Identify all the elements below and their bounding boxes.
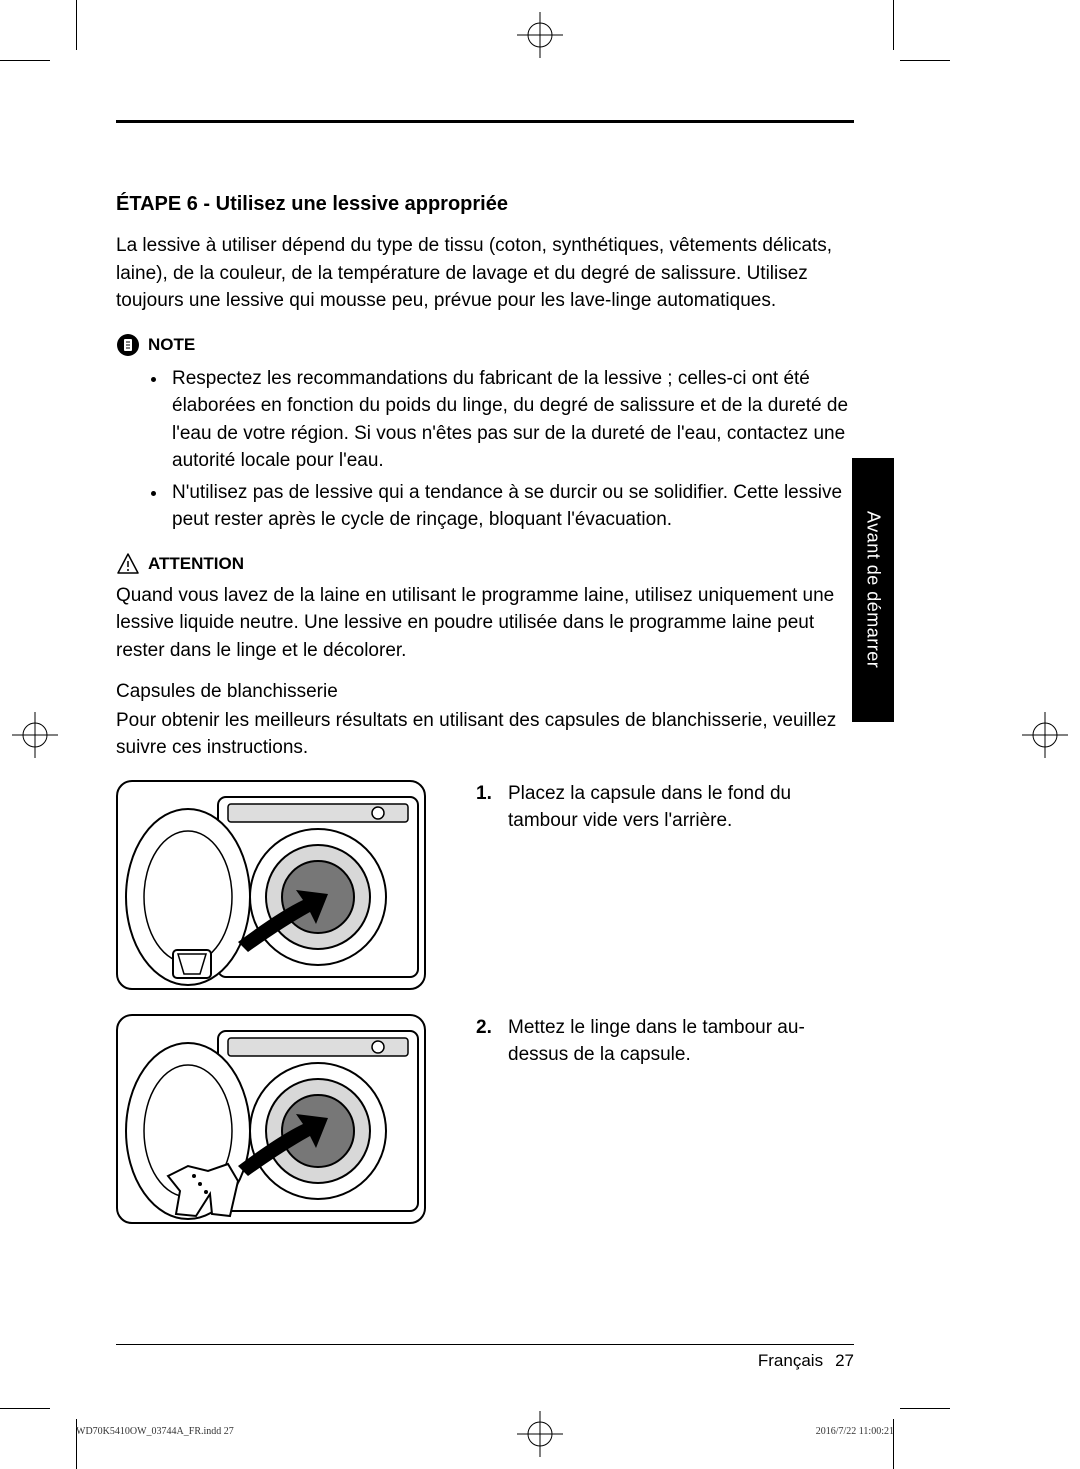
footer-page-number: 27 (835, 1351, 854, 1370)
step-number: 1. (476, 780, 498, 835)
step-number: 2. (476, 1014, 498, 1069)
crop-mark (76, 0, 77, 50)
footer-rule (116, 1344, 854, 1345)
note-header: NOTE (116, 333, 854, 357)
attention-header: ATTENTION (116, 552, 854, 576)
step-1-text: 1. Placez la capsule dans le fond du tam… (476, 780, 854, 835)
capsules-text: Pour obtenir les meilleurs résultats en … (116, 707, 854, 762)
section-intro: La lessive à utiliser dépend du type de … (116, 232, 854, 315)
registration-mark (517, 12, 563, 58)
crop-mark (0, 1408, 50, 1409)
imprint-file: WD70K5410OW_03744A_FR.indd 27 (76, 1426, 234, 1437)
attention-text: Quand vous lavez de la laine en utilisan… (116, 582, 854, 665)
note-item: Respectez les recommandations du fabrica… (168, 365, 854, 475)
step-2: 2. Mettez le linge dans le tambour au-de… (116, 1014, 854, 1224)
note-label: NOTE (148, 335, 195, 355)
capsules-heading: Capsules de blanchisserie (116, 681, 854, 703)
footer-lang: Français (758, 1351, 823, 1370)
step-1: 1. Placez la capsule dans le fond du tam… (116, 780, 854, 990)
registration-mark (12, 712, 58, 758)
imprint-date: 2016/7/22 11:00:21 (816, 1426, 894, 1437)
attention-label: ATTENTION (148, 554, 244, 574)
illustration-step-2 (116, 1014, 426, 1224)
warning-icon (116, 552, 140, 576)
note-list: Respectez les recommandations du fabrica… (116, 365, 854, 534)
illustration-step-1 (116, 780, 426, 990)
note-icon (116, 333, 140, 357)
imprint: WD70K5410OW_03744A_FR.indd 27 2016/7/22 … (76, 1426, 894, 1437)
step-2-text: 2. Mettez le linge dans le tambour au-de… (476, 1014, 854, 1069)
page-footer: Français 27 (758, 1351, 854, 1371)
crop-mark (0, 60, 50, 61)
step-body: Mettez le linge dans le tambour au-dessu… (508, 1014, 854, 1069)
crop-mark (900, 60, 950, 61)
crop-mark (893, 0, 894, 50)
page-content: ÉTAPE 6 - Utilisez une lessive approprié… (76, 60, 894, 1409)
step-body: Placez la capsule dans le fond du tambou… (508, 780, 854, 835)
registration-mark (1022, 712, 1068, 758)
section-title: ÉTAPE 6 - Utilisez une lessive approprié… (116, 193, 854, 216)
top-rule (116, 120, 854, 123)
note-item: N'utilisez pas de lessive qui a tendance… (168, 479, 854, 534)
chapter-tab: Avant de démarrer (852, 458, 894, 722)
crop-mark (900, 1408, 950, 1409)
chapter-tab-label: Avant de démarrer (863, 511, 884, 668)
